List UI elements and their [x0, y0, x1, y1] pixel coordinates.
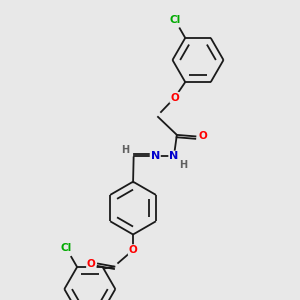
Text: Cl: Cl	[169, 15, 181, 25]
Text: Cl: Cl	[61, 243, 72, 253]
Text: O: O	[129, 245, 137, 255]
Text: H: H	[179, 160, 188, 170]
Text: O: O	[199, 131, 207, 141]
Text: O: O	[170, 93, 179, 103]
Text: H: H	[121, 145, 129, 155]
Text: O: O	[87, 259, 96, 269]
Text: N: N	[151, 152, 160, 161]
Text: N: N	[169, 152, 178, 161]
